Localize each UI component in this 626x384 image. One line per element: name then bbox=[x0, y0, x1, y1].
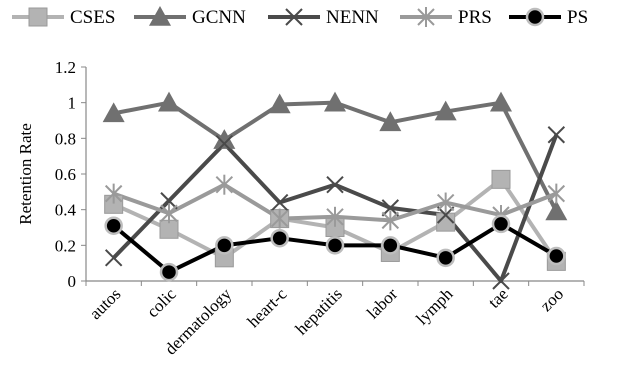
point-ps-colic bbox=[159, 262, 179, 282]
point-ps-heart-c bbox=[270, 228, 289, 248]
point-nenn-heart-c bbox=[270, 193, 289, 212]
point-ps-zoo bbox=[547, 246, 566, 266]
point-prs-heart-c bbox=[270, 208, 289, 229]
point-gcnn-labor bbox=[379, 111, 402, 132]
point-nenn-tae bbox=[492, 272, 510, 290]
legend-marker-nenn bbox=[285, 8, 303, 26]
x-tick-label-hepatitis: hepatitis bbox=[292, 284, 346, 338]
point-prs-labor bbox=[381, 210, 400, 231]
point-nenn-labor bbox=[381, 199, 400, 217]
x-tick-label-heart-c: heart-c bbox=[244, 284, 291, 331]
point-ps-labor bbox=[381, 236, 400, 255]
point-nenn-lymph bbox=[436, 206, 455, 224]
legend-marker-ps bbox=[525, 7, 545, 27]
point-gcnn-dermatology bbox=[213, 129, 236, 149]
y-tick-label: 0.6 bbox=[55, 165, 76, 184]
x-tick-label-autos: autos bbox=[86, 284, 125, 323]
point-nenn-autos bbox=[104, 249, 123, 267]
x-tick-label-zoo: zoo bbox=[536, 284, 567, 315]
series-line-gcnn bbox=[113, 100, 559, 213]
point-prs-dermatology bbox=[215, 174, 234, 195]
legend-item-gcnn: GCNN bbox=[134, 6, 246, 28]
y-tick-label: 1.2 bbox=[55, 58, 76, 77]
point-nenn-dermatology bbox=[215, 134, 234, 153]
y-tick-label: 0 bbox=[68, 272, 77, 291]
x-tick-label-labor: labor bbox=[363, 284, 401, 322]
legend-item-prs: PRS bbox=[400, 7, 492, 28]
y-tick-label: 1 bbox=[68, 94, 77, 113]
y-tick-label: 0.8 bbox=[55, 129, 76, 148]
point-ps-hepatitis bbox=[325, 236, 345, 255]
x-tick-label-lymph: lymph bbox=[412, 284, 457, 329]
point-nenn-zoo bbox=[547, 126, 566, 144]
point-prs-hepatitis bbox=[326, 206, 344, 227]
y-axis-label: Retention Rate bbox=[16, 123, 35, 225]
point-gcnn-zoo bbox=[545, 200, 568, 221]
point-ps-tae bbox=[491, 214, 511, 234]
point-cses-tae bbox=[491, 169, 511, 189]
y-tick-label: 0.2 bbox=[55, 236, 76, 255]
legend-marker-cses bbox=[28, 7, 48, 27]
legend-item-cses: CSES bbox=[12, 7, 115, 28]
series-group bbox=[102, 91, 568, 290]
legend-label-nenn: NENN bbox=[326, 7, 379, 28]
point-gcnn-lymph bbox=[434, 100, 457, 121]
legend-label-prs: PRS bbox=[458, 7, 492, 28]
point-ps-dermatology bbox=[215, 236, 234, 255]
legend-marker-prs bbox=[417, 7, 435, 27]
y-tick-label: 0.4 bbox=[55, 201, 77, 220]
point-nenn-colic bbox=[160, 192, 178, 210]
point-gcnn-tae bbox=[490, 91, 512, 112]
point-prs-autos bbox=[104, 183, 123, 204]
point-nenn-hepatitis bbox=[326, 175, 344, 194]
point-gcnn-heart-c bbox=[268, 93, 291, 114]
point-prs-colic bbox=[160, 203, 178, 224]
legend-label-cses: CSES bbox=[70, 7, 115, 28]
legend: CSES GCNN NENN PRS PS bbox=[12, 6, 588, 28]
point-gcnn-colic bbox=[158, 91, 180, 112]
legend-item-nenn: NENN bbox=[268, 7, 379, 28]
legend-marker-gcnn bbox=[149, 6, 171, 26]
point-gcnn-hepatitis bbox=[324, 91, 346, 112]
legend-label-gcnn: GCNN bbox=[192, 7, 246, 28]
point-prs-lymph bbox=[436, 192, 455, 213]
x-tick-label-colic: colic bbox=[143, 284, 180, 321]
point-ps-lymph bbox=[436, 248, 455, 268]
point-gcnn-autos bbox=[102, 102, 125, 123]
legend-label-ps: PS bbox=[567, 7, 588, 28]
point-prs-zoo bbox=[547, 183, 566, 204]
point-cses-lymph bbox=[436, 212, 456, 232]
point-ps-autos bbox=[104, 216, 123, 235]
legend-item-ps: PS bbox=[509, 7, 588, 28]
